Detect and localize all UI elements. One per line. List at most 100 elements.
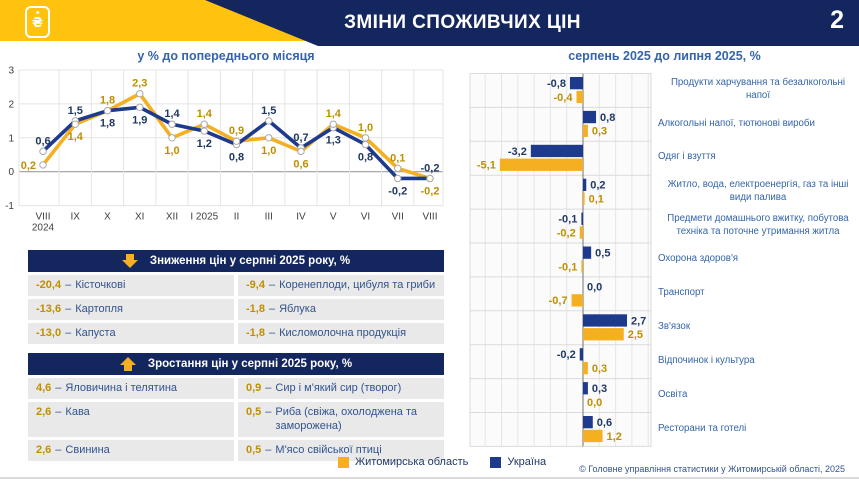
svg-text:X: X — [104, 212, 111, 223]
svg-text:1,4: 1,4 — [326, 108, 342, 120]
svg-text:VIII: VIII — [422, 212, 437, 223]
arrow-up-icon — [119, 357, 136, 371]
svg-text:-0,7: -0,7 — [549, 295, 568, 307]
svg-text:0,2: 0,2 — [21, 160, 36, 172]
hryvnia-symbol-icon: ₴ — [31, 16, 44, 31]
svg-text:0,1: 0,1 — [589, 194, 604, 206]
svg-text:0,5: 0,5 — [595, 248, 610, 260]
svg-text:2,3: 2,3 — [132, 78, 147, 90]
svg-text:0,3: 0,3 — [592, 383, 607, 395]
table-cell: 2,6– Свинина — [28, 439, 234, 461]
svg-text:0,8: 0,8 — [229, 152, 244, 164]
tag-hole-icon — [35, 10, 40, 14]
table-cell: 0,9– Сир і м'який сир (творог) — [238, 378, 444, 399]
svg-text:1,4: 1,4 — [197, 108, 213, 120]
table-row: 2,6– Свинина 0,5– М'ясо свійської птиці — [28, 439, 444, 461]
decrease-table-title: Зниження цін у серпні 2025 року, % — [149, 255, 351, 267]
svg-text:3: 3 — [8, 66, 14, 77]
table-row: -13,0– Капуста -1,8– Кисломолочна продукція — [28, 323, 444, 344]
copyright-text: © Головне управління статистики у Житоми… — [579, 464, 845, 474]
svg-text:-0,8: -0,8 — [547, 78, 566, 90]
svg-text:0,7: 0,7 — [293, 132, 308, 144]
svg-text:-0,2: -0,2 — [421, 185, 440, 197]
yellow-swatch-icon — [338, 456, 349, 468]
table-row: -20,4– Кісточкові -9,4– Коренеплоди, цибуля… — [28, 275, 444, 296]
svg-text:2024: 2024 — [32, 223, 55, 234]
svg-text:1,4: 1,4 — [164, 108, 180, 120]
svg-text:VI: VI — [361, 212, 370, 223]
table-cell: -1,8– Яблука — [238, 299, 444, 320]
svg-text:1,0: 1,0 — [358, 122, 373, 134]
svg-text:-1: -1 — [5, 201, 14, 212]
svg-text:I 2025: I 2025 — [190, 212, 218, 223]
svg-text:-0,2: -0,2 — [421, 162, 440, 174]
page-number: 2 — [830, 6, 844, 34]
bar-chart-category-labels: Продукти харчування та безалкогольні нап… — [658, 73, 858, 446]
increase-table: Зростання цін у серпні 2025 року, % 4,6–… — [28, 353, 444, 461]
svg-text:1,0: 1,0 — [261, 145, 276, 157]
legend-label: Україна — [507, 456, 547, 468]
blue-swatch-icon — [490, 456, 502, 468]
chart-legend: Житомирська область Україна — [338, 456, 546, 468]
bar-category-label: Освіта — [658, 388, 688, 400]
table-cell: -1,8– Кисломолочна продукція — [238, 323, 444, 344]
legend-label: Житомирська область — [355, 456, 469, 468]
bar-category-label: Відпочинок і культура — [658, 354, 755, 366]
svg-text:-0,1: -0,1 — [558, 261, 577, 273]
svg-text:-0,2: -0,2 — [557, 227, 576, 239]
bar-chart-title: серпень 2025 до липня 2025, % — [568, 49, 761, 63]
bar-chart: -0,8 0,8 -3,2 0,2 -0,1 0,5 0,0 2,7 -0,2 0,3 0,6 -0,… — [469, 73, 652, 447]
table-cell: 0,5– Риба (свіжа, охолоджена та заморожен… — [238, 402, 444, 437]
svg-text:IV: IV — [296, 212, 306, 223]
svg-text:XII: XII — [166, 212, 178, 223]
svg-text:1,3: 1,3 — [326, 135, 341, 147]
svg-text:0,0: 0,0 — [587, 397, 602, 409]
decrease-table-header: Зниження цін у серпні 2025 року, % — [28, 250, 444, 272]
svg-text:0,0: 0,0 — [587, 281, 602, 293]
table-cell: 4,6– Яловичина і телятина — [28, 378, 234, 399]
svg-text:1,9: 1,9 — [132, 114, 147, 126]
bar-category-label: Зв'язок — [658, 320, 691, 332]
bar-category-label: Алкогольні напої, тютюнові вироби — [658, 117, 815, 129]
svg-text:1,0: 1,0 — [164, 145, 179, 157]
svg-text:2,5: 2,5 — [628, 329, 643, 341]
svg-text:1,2: 1,2 — [197, 138, 212, 150]
decrease-table: Зниження цін у серпні 2025 року, % -20,4… — [28, 250, 444, 344]
arrow-down-icon — [121, 254, 138, 268]
increase-table-body: 4,6– Яловичина і телятина 0,9– Сир і м'який… — [28, 378, 444, 461]
svg-text:1: 1 — [8, 133, 14, 144]
svg-text:0,6: 0,6 — [293, 158, 308, 170]
table-row: 4,6– Яловичина і телятина 0,9– Сир і м'який… — [28, 378, 444, 399]
table-cell: -20,4– Кісточкові — [28, 275, 234, 296]
svg-text:1,8: 1,8 — [100, 118, 115, 130]
svg-text:-5,1: -5,1 — [477, 160, 496, 172]
svg-text:0: 0 — [8, 167, 14, 178]
svg-text:-0,2: -0,2 — [557, 349, 576, 361]
increase-table-title: Зростання цін у серпні 2025 року, % — [147, 358, 353, 370]
table-row: -13,6– Картопля -1,8– Яблука — [28, 299, 444, 320]
svg-text:0,2: 0,2 — [590, 180, 605, 192]
svg-text:-3,2: -3,2 — [508, 146, 527, 158]
table-cell: -13,6– Картопля — [28, 299, 234, 320]
legend-item-zhytomyr: Житомирська область — [338, 456, 468, 468]
table-cell: -9,4– Коренеплоди, цибуля та гриби — [238, 275, 444, 296]
svg-text:II: II — [234, 212, 240, 223]
svg-text:1,5: 1,5 — [261, 105, 276, 117]
svg-text:0,8: 0,8 — [358, 152, 373, 164]
svg-text:2: 2 — [8, 99, 14, 110]
bar-category-label: Одяг і взуття — [658, 151, 716, 163]
table-cell: 2,6– Кава — [28, 402, 234, 437]
svg-text:IX: IX — [71, 212, 81, 223]
svg-text:VII: VII — [392, 212, 404, 223]
svg-text:-0,4: -0,4 — [554, 92, 574, 104]
bottom-divider — [0, 477, 859, 479]
header-bar: ЗМІНИ СПОЖИВЧИХ ЦІН — [205, 0, 859, 46]
svg-text:VIII: VIII — [35, 212, 50, 223]
legend-item-ukraine: Україна — [490, 456, 546, 468]
svg-text:-0,2: -0,2 — [388, 185, 407, 197]
svg-text:2,7: 2,7 — [631, 315, 646, 327]
svg-text:XI: XI — [135, 212, 144, 223]
svg-text:V: V — [330, 212, 337, 223]
svg-text:-0,1: -0,1 — [558, 214, 577, 226]
